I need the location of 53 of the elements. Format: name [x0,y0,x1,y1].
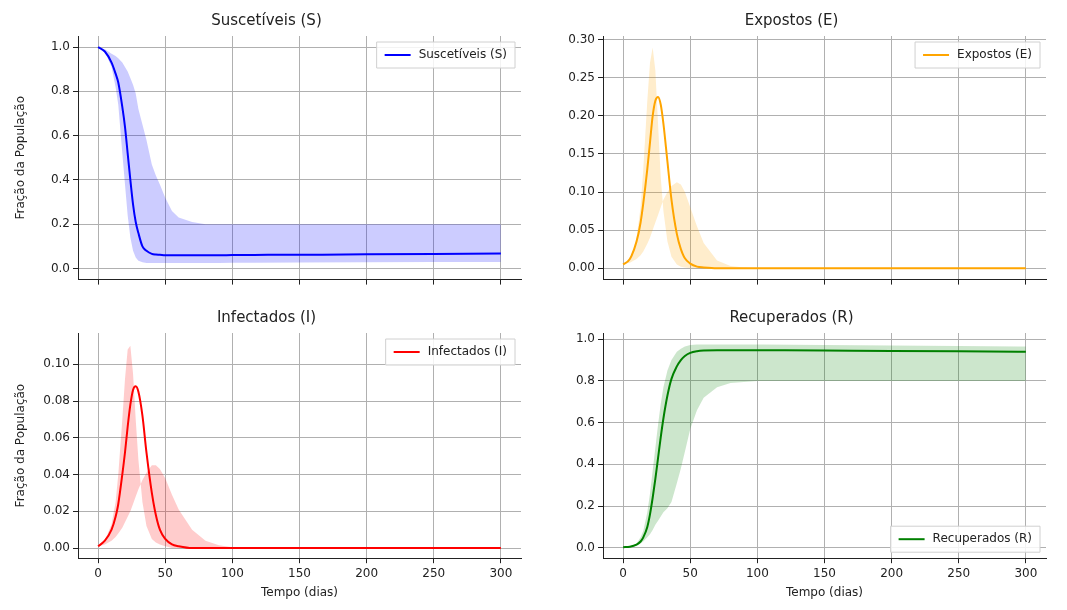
y-tick-label: 0.08 [43,393,70,408]
x-tick-label: 200 [355,565,379,580]
line-series [97,385,502,550]
y-axis-title: Fração da População [13,96,28,220]
y-tick-label: 0.4 [50,172,70,187]
y-tick-label: 0.10 [568,184,595,199]
x-tick-label: 100 [220,565,244,580]
x-tick-label: 250 [422,565,446,580]
x-tick-label: 50 [682,565,698,580]
y-tick-label: 0.05 [568,222,595,237]
legend-label: Recuperados (R) [932,531,1033,546]
y-tick-label: 0.4 [575,456,595,471]
x-tick-label: 0 [619,565,627,580]
x-tick-label: 0 [94,565,102,580]
y-tick-label: 0.25 [568,69,595,84]
x-tick-label: 250 [947,565,971,580]
y-tick-label: 0.06 [43,429,70,444]
y-tick-label: 0.30 [568,31,595,46]
chart-title: Expostos (E) [744,10,839,29]
y-tick-label: 0.2 [575,498,595,513]
y-tick-label: 0.8 [575,373,595,388]
y-axis-title: Fração da População [13,383,28,508]
x-tick-label: 150 [813,565,836,580]
legend-label: Expostos (E) [957,47,1032,62]
y-tick-label: 1.0 [575,331,595,346]
y-tick-label: 0.2 [50,216,70,231]
y-tick-label: 0.15 [568,146,595,161]
x-tick-label: 150 [288,565,311,580]
x-tick-label: 50 [157,565,173,580]
line-series [622,95,1027,270]
y-tick-label: 0.04 [43,466,70,481]
y-tick-label: 0.00 [43,540,70,555]
y-tick-label: 0.0 [50,260,70,275]
legend-label: Suscetíveis (S) [418,47,507,62]
x-tick-label: 300 [489,565,513,580]
x-axis-title: Tempo (dias) [784,584,864,599]
y-tick-label: 0.02 [43,503,70,518]
x-tick-label: 300 [1014,565,1038,580]
x-tick-label: 100 [745,565,769,580]
y-tick-label: 0.8 [50,83,70,98]
chart-title: Suscetíveis (S) [211,10,322,29]
y-tick-label: 0.6 [575,414,595,429]
y-tick-label: 0.20 [568,108,595,123]
y-tick-label: 0.0 [575,539,595,554]
y-tick-label: 1.0 [50,39,70,54]
x-tick-label: 200 [880,565,904,580]
x-axis-title: Tempo (dias) [259,584,339,599]
chart-title: Infectados (I) [216,307,317,326]
legend-label: Infectados (I) [427,344,508,359]
y-tick-label: 0.10 [43,356,70,371]
y-tick-label: 0.6 [50,127,70,142]
y-tick-label: 0.00 [568,260,595,275]
chart-title: Recuperados (R) [729,307,854,326]
